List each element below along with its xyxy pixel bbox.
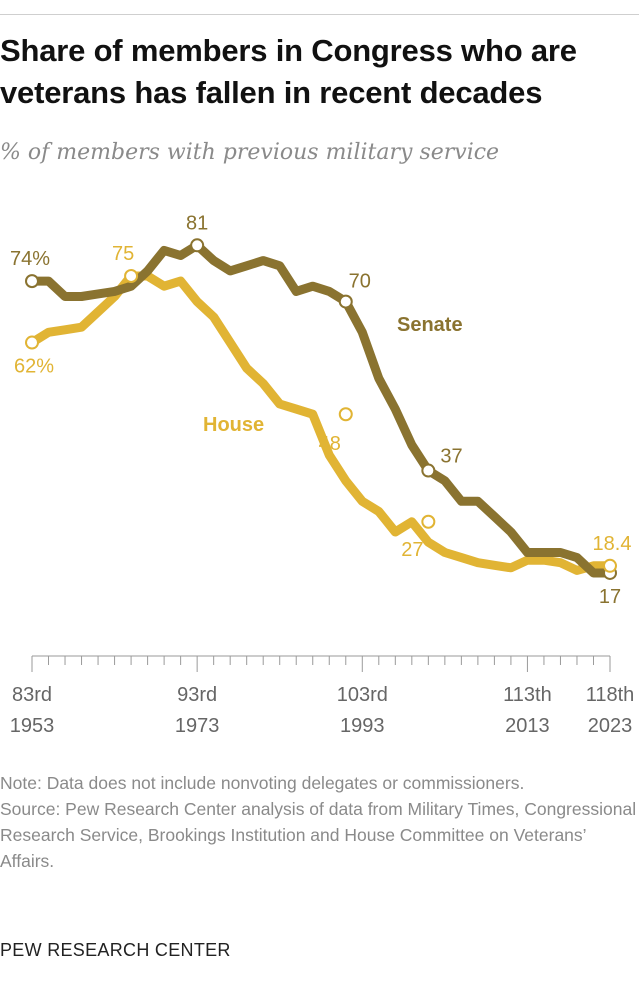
x-tick-year: 1993 (340, 715, 385, 737)
x-tick-year: 2013 (505, 715, 550, 737)
chart-title: Share of members in Congress who are vet… (0, 33, 577, 110)
series-line-house (27, 271, 615, 575)
data-label: 81 (186, 212, 208, 234)
data-label: 17 (599, 586, 621, 608)
data-point-marker (190, 238, 205, 253)
x-tick-label: 93rd (177, 684, 217, 706)
x-tick-year: 1953 (10, 715, 55, 737)
top-rule (0, 14, 639, 15)
x-tick-label: 113th (503, 684, 552, 706)
data-label: 75 (112, 243, 134, 265)
data-point-marker (603, 558, 617, 573)
x-tick-label: 83rd (12, 684, 52, 706)
series-label-house: House (203, 414, 264, 436)
chart-subtitle: % of members with previous military serv… (0, 140, 500, 165)
data-label: 74% (10, 248, 50, 270)
data-point-marker (338, 407, 353, 422)
data-label: 18.4 (593, 533, 632, 555)
series-line-senate (27, 240, 615, 578)
x-tick-year: 1973 (175, 715, 220, 737)
data-label: 70 (349, 271, 371, 293)
data-point-marker (25, 274, 39, 289)
data-point-marker (421, 463, 436, 478)
source-text: Source: Pew Research Center analysis of … (0, 799, 637, 871)
data-point-marker (25, 335, 39, 350)
data-label: 27 (401, 539, 423, 561)
line-chart: 83rd 1953 93rd 1973 103rd 1993 113th 2013 118th 2… (10, 212, 635, 737)
data-point-marker (338, 294, 353, 309)
notes: Note: Data does not include nonvoting de… (0, 770, 639, 874)
x-tick-year: 2023 (588, 715, 633, 737)
series-label-senate: Senate (397, 314, 463, 336)
data-point-marker (124, 269, 139, 283)
x-tick-label: 118th (586, 684, 635, 706)
x-tick-label: 103rd (337, 684, 388, 706)
brand-logo-text: PEW RESEARCH CENTER (0, 940, 231, 960)
data-point-marker (421, 514, 436, 529)
data-label: 62% (14, 356, 54, 378)
data-label: 48 (319, 433, 341, 455)
data-label: 37 (440, 446, 462, 468)
note-text: Note: Data does not include nonvoting de… (0, 773, 525, 793)
